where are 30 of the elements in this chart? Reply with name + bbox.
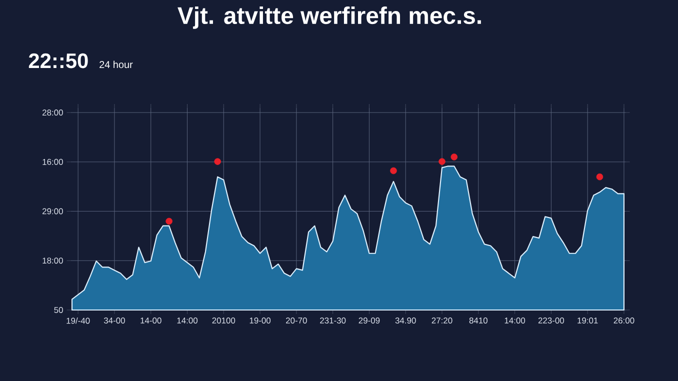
x-tick-label: 34.90: [395, 318, 416, 324]
x-tick-label: 19/-40: [66, 318, 90, 324]
text: 18:00: [42, 258, 63, 264]
x-tick-label: 14:00: [504, 318, 526, 324]
x-tick-label: 34-00: [104, 318, 125, 324]
text: 29:00: [42, 208, 63, 214]
x-tick-label: 14-00: [140, 318, 162, 324]
x-tick-label: 26:00: [614, 318, 634, 324]
point: [166, 218, 172, 225]
chart-subtitle: 22::50: [28, 53, 88, 68]
x-tick-label: 8410: [469, 318, 488, 324]
text: 24 hour: [100, 60, 133, 68]
x-tick-label: 19:01: [578, 318, 598, 324]
point: [596, 173, 604, 180]
point: [450, 154, 458, 160]
text: 28:00: [42, 110, 63, 116]
text: 16:00: [42, 158, 63, 165]
x-tick-label: 27:20: [432, 318, 452, 324]
chart-title: Vjt. atvitte werfirefn mec.s.: [178, 6, 481, 29]
point: [438, 158, 446, 165]
point: [214, 158, 221, 165]
x-tick-label: 19-00: [250, 318, 271, 324]
x-tick-label: 14:00: [177, 318, 198, 324]
x-tick-label: 231-30: [320, 318, 346, 324]
x-tick-label: 223-00: [538, 318, 564, 324]
x-tick-label: 20-70: [286, 318, 307, 324]
text: 50: [54, 307, 63, 313]
x-tick-label: 29-09: [358, 318, 380, 324]
x-tick-label: 20100: [212, 318, 236, 324]
point: [390, 167, 397, 174]
